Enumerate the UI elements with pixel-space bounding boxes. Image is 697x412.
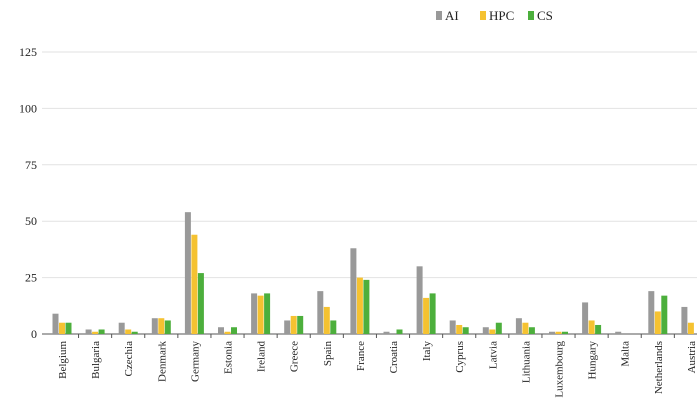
legend-swatch-ai [436, 11, 442, 20]
bar-hpc-hungary [588, 320, 595, 334]
x-tick-label: Spain [322, 341, 334, 367]
bar-hpc-belgium [59, 322, 65, 334]
x-tick-label: Denmark [156, 341, 168, 382]
y-tick-label: 125 [19, 45, 37, 59]
bar-hpc-luxembourg [555, 331, 562, 334]
bar-ai-luxembourg [549, 331, 555, 334]
bar-ai-greece [284, 320, 291, 334]
bar-ai-bulgaria [85, 329, 92, 334]
x-tick-label: Lithuania [520, 341, 532, 383]
x-tick-label: Estonia [223, 341, 235, 374]
x-tick-label: Netherlands [653, 341, 665, 394]
legend-swatch-cs [528, 11, 534, 20]
bar-hpc-germany [191, 234, 198, 334]
bar-cs-bulgaria [98, 329, 105, 334]
bar-ai-austria [681, 306, 688, 334]
bar-cs-france [363, 279, 370, 334]
bar-hpc-greece [290, 315, 297, 334]
x-axis: Belgium Bulgaria Czechia Denmark Germany Esto… [57, 334, 697, 398]
legend: AI HPC CS [436, 8, 553, 23]
bar-cs-hungary [595, 324, 602, 334]
x-tick-label: Ireland [256, 341, 268, 373]
y-tick-label: 0 [31, 327, 37, 341]
bar-ai-malta [615, 331, 622, 334]
bar-ai-czechia [118, 322, 125, 334]
bar-cs-czechia [131, 331, 138, 334]
y-tick-label: 100 [19, 101, 37, 115]
bar-ai-belgium [52, 313, 59, 334]
bar-ai-netherlands [648, 291, 655, 334]
bar-hpc-austria [687, 322, 694, 334]
legend-label-hpc: HPC [489, 8, 514, 23]
bar-cs-netherlands [661, 295, 668, 334]
bar-ai-croatia [383, 331, 390, 334]
bar-ai-denmark [151, 318, 158, 334]
bar-hpc-cyprus [456, 324, 463, 334]
bar-ai-france [350, 248, 357, 334]
x-tick-label: Bulgaria [90, 341, 102, 379]
bar-ai-estonia [218, 327, 224, 334]
y-axis: 0 25 50 75 100 125 [19, 45, 37, 341]
x-tick-label: Croatia [388, 341, 400, 373]
bar-ai-germany [184, 212, 191, 334]
bar-ai-ireland [251, 293, 258, 334]
legend-label-ai: AI [445, 8, 459, 23]
x-tick-label: Italy [421, 341, 433, 362]
y-tick-label: 25 [25, 271, 37, 285]
x-tick-label: Austria [686, 341, 697, 374]
x-tick-label: Germany [189, 341, 201, 382]
bar-cs-latvia [495, 322, 502, 334]
bar-hpc-netherlands [654, 311, 661, 334]
bar-hpc-bulgaria [92, 331, 99, 334]
bar-ai-lithuania [515, 318, 522, 334]
bar-cs-ireland [264, 293, 271, 334]
y-tick-label: 50 [25, 214, 37, 228]
x-tick-label: Czechia [123, 341, 135, 377]
x-tick-label: France [355, 341, 367, 371]
bar-hpc-spain [323, 306, 330, 334]
bar-cs-belgium [65, 322, 72, 334]
bar-cs-croatia [396, 329, 403, 334]
x-tick-label: Hungary [587, 341, 599, 380]
bar-hpc-latvia [489, 329, 496, 334]
bar-cs-denmark [164, 320, 171, 334]
bar-cs-lithuania [528, 327, 535, 334]
bar-cs-estonia [231, 327, 237, 334]
bars [52, 212, 694, 334]
bar-cs-germany [197, 273, 204, 334]
bar-hpc-france [356, 277, 363, 334]
bar-cs-luxembourg [562, 331, 568, 334]
legend-label-cs: CS [537, 8, 553, 23]
x-tick-label: Latvia [487, 341, 499, 369]
x-tick-label: Malta [620, 341, 632, 367]
bar-ai-italy [416, 266, 423, 334]
gridlines [42, 51, 697, 335]
x-tick-label: Cyprus [454, 341, 466, 373]
legend-swatch-hpc [480, 11, 486, 20]
bar-cs-greece [297, 315, 304, 334]
bar-ai-cyprus [449, 320, 456, 334]
bar-ai-latvia [482, 327, 489, 334]
x-tick-label: Belgium [57, 341, 69, 379]
bar-cs-cyprus [462, 327, 469, 334]
bar-hpc-ireland [257, 295, 264, 334]
y-tick-label: 75 [25, 158, 37, 172]
bar-hpc-italy [423, 297, 430, 334]
bar-ai-spain [317, 291, 324, 334]
bar-cs-italy [429, 293, 436, 334]
bar-ai-hungary [582, 302, 589, 334]
bar-hpc-denmark [158, 318, 165, 334]
x-tick-label: Greece [289, 341, 301, 372]
bar-hpc-estonia [224, 331, 231, 334]
bar-hpc-czechia [125, 329, 132, 334]
x-tick-label: Luxembourg [554, 341, 566, 398]
bar-cs-spain [330, 320, 337, 334]
bar-hpc-lithuania [522, 322, 529, 334]
